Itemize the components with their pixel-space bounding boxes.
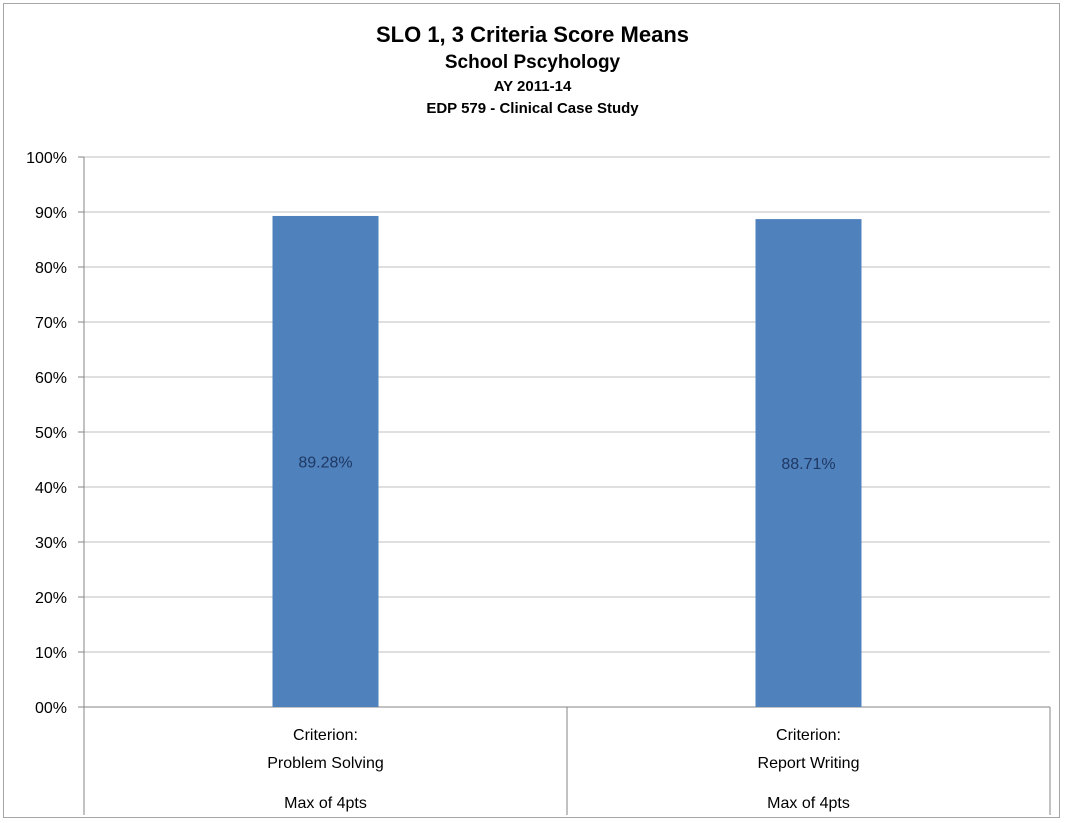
y-tick-label: 10% bbox=[35, 645, 67, 662]
data-label: 88.71% bbox=[781, 456, 835, 473]
bar bbox=[755, 219, 862, 707]
x-category-label: Criterion: bbox=[776, 727, 841, 744]
y-tick-label: 90% bbox=[35, 205, 67, 222]
x-category-label: Problem Solving bbox=[267, 755, 384, 772]
y-tick-label: 50% bbox=[35, 425, 67, 442]
y-tick-label: 30% bbox=[35, 535, 67, 552]
y-tick-label: 00% bbox=[35, 700, 67, 717]
chart-titles: SLO 1, 3 Criteria Score Means School Psc… bbox=[0, 20, 1065, 120]
y-tick-label: 40% bbox=[35, 480, 67, 497]
y-tick-label: 100% bbox=[26, 150, 67, 167]
y-tick-label: 70% bbox=[35, 315, 67, 332]
x-category-sublabel: Max of 4pts bbox=[284, 795, 367, 812]
chart-subtitle-2: AY 2011-14 bbox=[493, 78, 572, 95]
x-category-sublabel: Max of 4pts bbox=[767, 795, 850, 812]
chart-frame bbox=[3, 3, 1060, 818]
y-tick-label: 60% bbox=[35, 370, 67, 387]
chart-title: SLO 1, 3 Criteria Score Means bbox=[375, 22, 690, 47]
x-category-label: Criterion: bbox=[293, 727, 358, 744]
x-category-label: Report Writing bbox=[758, 755, 860, 772]
data-label: 89.28% bbox=[298, 454, 352, 471]
chart-subtitle-1: School Pscyhology bbox=[444, 52, 621, 73]
y-tick-label: 20% bbox=[35, 590, 67, 607]
bar bbox=[272, 215, 379, 707]
y-tick-label: 80% bbox=[35, 260, 67, 277]
chart-subtitle-3: EDP 579 - Clinical Case Study bbox=[426, 100, 639, 117]
